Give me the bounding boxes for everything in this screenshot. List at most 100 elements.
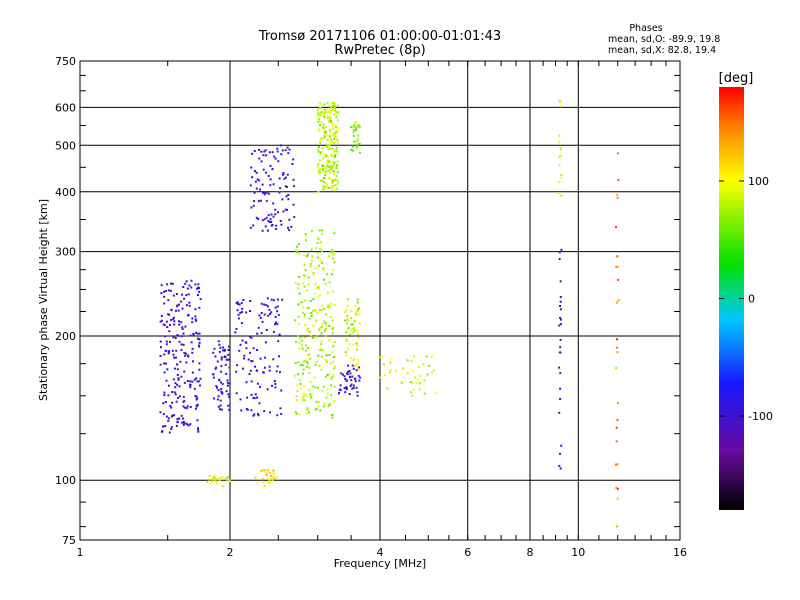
data-point (260, 150, 263, 153)
data-point (260, 332, 263, 334)
y-tick-label: 400 (55, 186, 76, 199)
data-point (330, 110, 333, 113)
data-point (305, 236, 308, 239)
data-point (274, 306, 277, 309)
data-point (617, 278, 620, 281)
data-point (389, 371, 391, 374)
data-point (306, 408, 309, 411)
data-point (334, 109, 337, 112)
data-point (317, 115, 320, 118)
data-point (312, 274, 315, 276)
data-point (236, 309, 239, 312)
data-point (176, 421, 179, 424)
data-point (352, 129, 355, 132)
data-point (252, 347, 255, 350)
data-point (269, 218, 272, 221)
data-point (324, 282, 327, 285)
data-point (323, 116, 326, 119)
data-point (266, 388, 269, 391)
data-point (297, 283, 300, 286)
data-point (173, 414, 175, 417)
data-point (164, 401, 167, 403)
data-point (329, 316, 332, 318)
data-point (333, 113, 335, 116)
data-point (183, 370, 186, 373)
data-point (416, 378, 419, 381)
data-point (330, 166, 333, 169)
data-point (615, 265, 618, 268)
data-point (328, 306, 331, 309)
data-point (323, 170, 326, 173)
data-point (617, 179, 620, 182)
data-point (336, 171, 339, 174)
data-point (235, 370, 238, 373)
data-point (559, 155, 562, 158)
data-point (265, 154, 268, 157)
data-point (333, 103, 336, 106)
data-point (185, 352, 187, 355)
data-point (295, 399, 298, 402)
data-point (355, 126, 358, 129)
data-point (320, 151, 323, 154)
data-point (295, 395, 298, 398)
data-point (335, 136, 338, 139)
data-point (616, 351, 619, 354)
data-point (245, 311, 248, 314)
data-point (305, 412, 308, 415)
data-point (410, 391, 412, 394)
data-point (615, 463, 618, 466)
data-point (235, 392, 238, 395)
data-point (332, 134, 335, 137)
data-point (263, 218, 266, 221)
data-point (356, 301, 359, 304)
data-point (287, 198, 290, 201)
data-point (328, 135, 331, 138)
data-point (182, 405, 185, 408)
data-point (615, 426, 618, 429)
data-point (196, 419, 199, 422)
data-point (177, 378, 180, 381)
data-point (171, 414, 174, 417)
data-point (325, 164, 328, 167)
data-point (347, 364, 350, 367)
data-point (276, 150, 279, 153)
y-tick-label: 500 (55, 139, 76, 152)
data-point (353, 329, 356, 332)
data-point (285, 195, 288, 198)
data-point (316, 335, 319, 338)
data-point (219, 399, 222, 402)
data-point (298, 275, 301, 278)
data-point (425, 355, 428, 358)
data-point (256, 382, 259, 385)
data-point (180, 321, 183, 324)
data-point (322, 180, 325, 183)
data-point (196, 403, 199, 406)
data-point (191, 380, 194, 383)
data-point (316, 360, 318, 363)
data-point (333, 105, 336, 107)
data-point (277, 211, 279, 214)
data-point (359, 322, 361, 325)
data-point (358, 368, 361, 371)
data-point (287, 226, 289, 229)
data-point (332, 373, 335, 376)
data-point (312, 298, 315, 301)
data-point (284, 149, 287, 152)
data-point (356, 359, 359, 362)
data-point (330, 303, 332, 306)
data-point (215, 385, 218, 388)
data-point (176, 418, 179, 420)
data-point (263, 150, 266, 153)
data-point (228, 366, 231, 369)
data-point (270, 224, 273, 227)
data-point (198, 287, 200, 290)
data-point (167, 350, 170, 353)
data-point (303, 285, 306, 288)
data-point (223, 348, 226, 351)
data-point (254, 365, 256, 368)
data-point (333, 400, 336, 402)
data-point (313, 376, 316, 379)
data-point (226, 382, 229, 385)
data-point (219, 346, 222, 349)
data-point (237, 317, 240, 320)
